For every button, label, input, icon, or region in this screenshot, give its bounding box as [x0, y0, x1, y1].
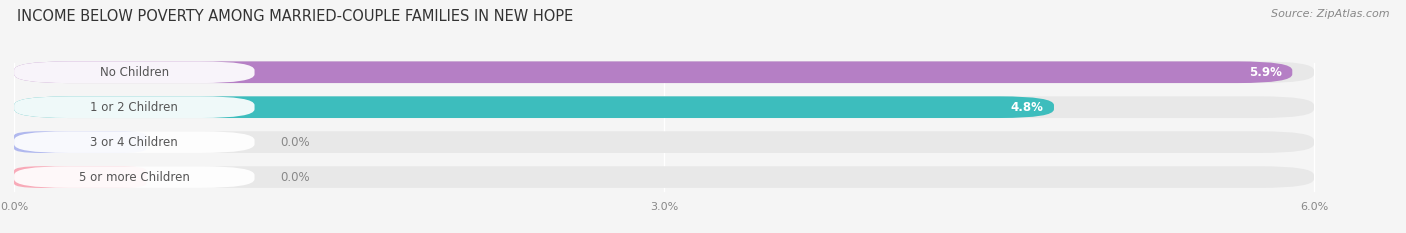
FancyBboxPatch shape: [14, 96, 1054, 118]
FancyBboxPatch shape: [14, 61, 1315, 83]
FancyBboxPatch shape: [14, 166, 146, 188]
FancyBboxPatch shape: [14, 131, 146, 153]
FancyBboxPatch shape: [14, 166, 1315, 188]
Text: INCOME BELOW POVERTY AMONG MARRIED-COUPLE FAMILIES IN NEW HOPE: INCOME BELOW POVERTY AMONG MARRIED-COUPL…: [17, 9, 574, 24]
Text: 0.0%: 0.0%: [281, 136, 311, 149]
Text: 4.8%: 4.8%: [1011, 101, 1043, 114]
Text: 3 or 4 Children: 3 or 4 Children: [90, 136, 179, 149]
FancyBboxPatch shape: [14, 131, 1315, 153]
Text: 1 or 2 Children: 1 or 2 Children: [90, 101, 179, 114]
FancyBboxPatch shape: [14, 96, 1315, 118]
FancyBboxPatch shape: [14, 61, 1292, 83]
Text: Source: ZipAtlas.com: Source: ZipAtlas.com: [1271, 9, 1389, 19]
FancyBboxPatch shape: [14, 131, 254, 153]
FancyBboxPatch shape: [14, 166, 254, 188]
Text: 0.0%: 0.0%: [281, 171, 311, 184]
Text: No Children: No Children: [100, 66, 169, 79]
FancyBboxPatch shape: [14, 96, 254, 118]
FancyBboxPatch shape: [14, 61, 254, 83]
Text: 5.9%: 5.9%: [1249, 66, 1281, 79]
Text: 5 or more Children: 5 or more Children: [79, 171, 190, 184]
